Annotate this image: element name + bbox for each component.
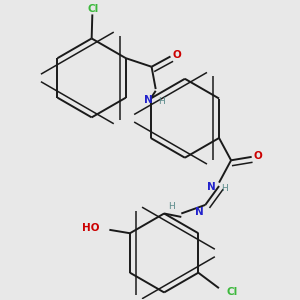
Text: O: O <box>254 151 262 161</box>
Text: N: N <box>144 95 153 105</box>
Text: HO: HO <box>82 223 100 233</box>
Text: Cl: Cl <box>87 4 98 14</box>
Text: H: H <box>158 97 165 106</box>
Text: N: N <box>207 182 216 192</box>
Text: Cl: Cl <box>226 286 238 297</box>
Text: O: O <box>172 50 181 60</box>
Text: N: N <box>195 207 204 217</box>
Text: H: H <box>168 202 175 211</box>
Text: H: H <box>221 184 227 193</box>
